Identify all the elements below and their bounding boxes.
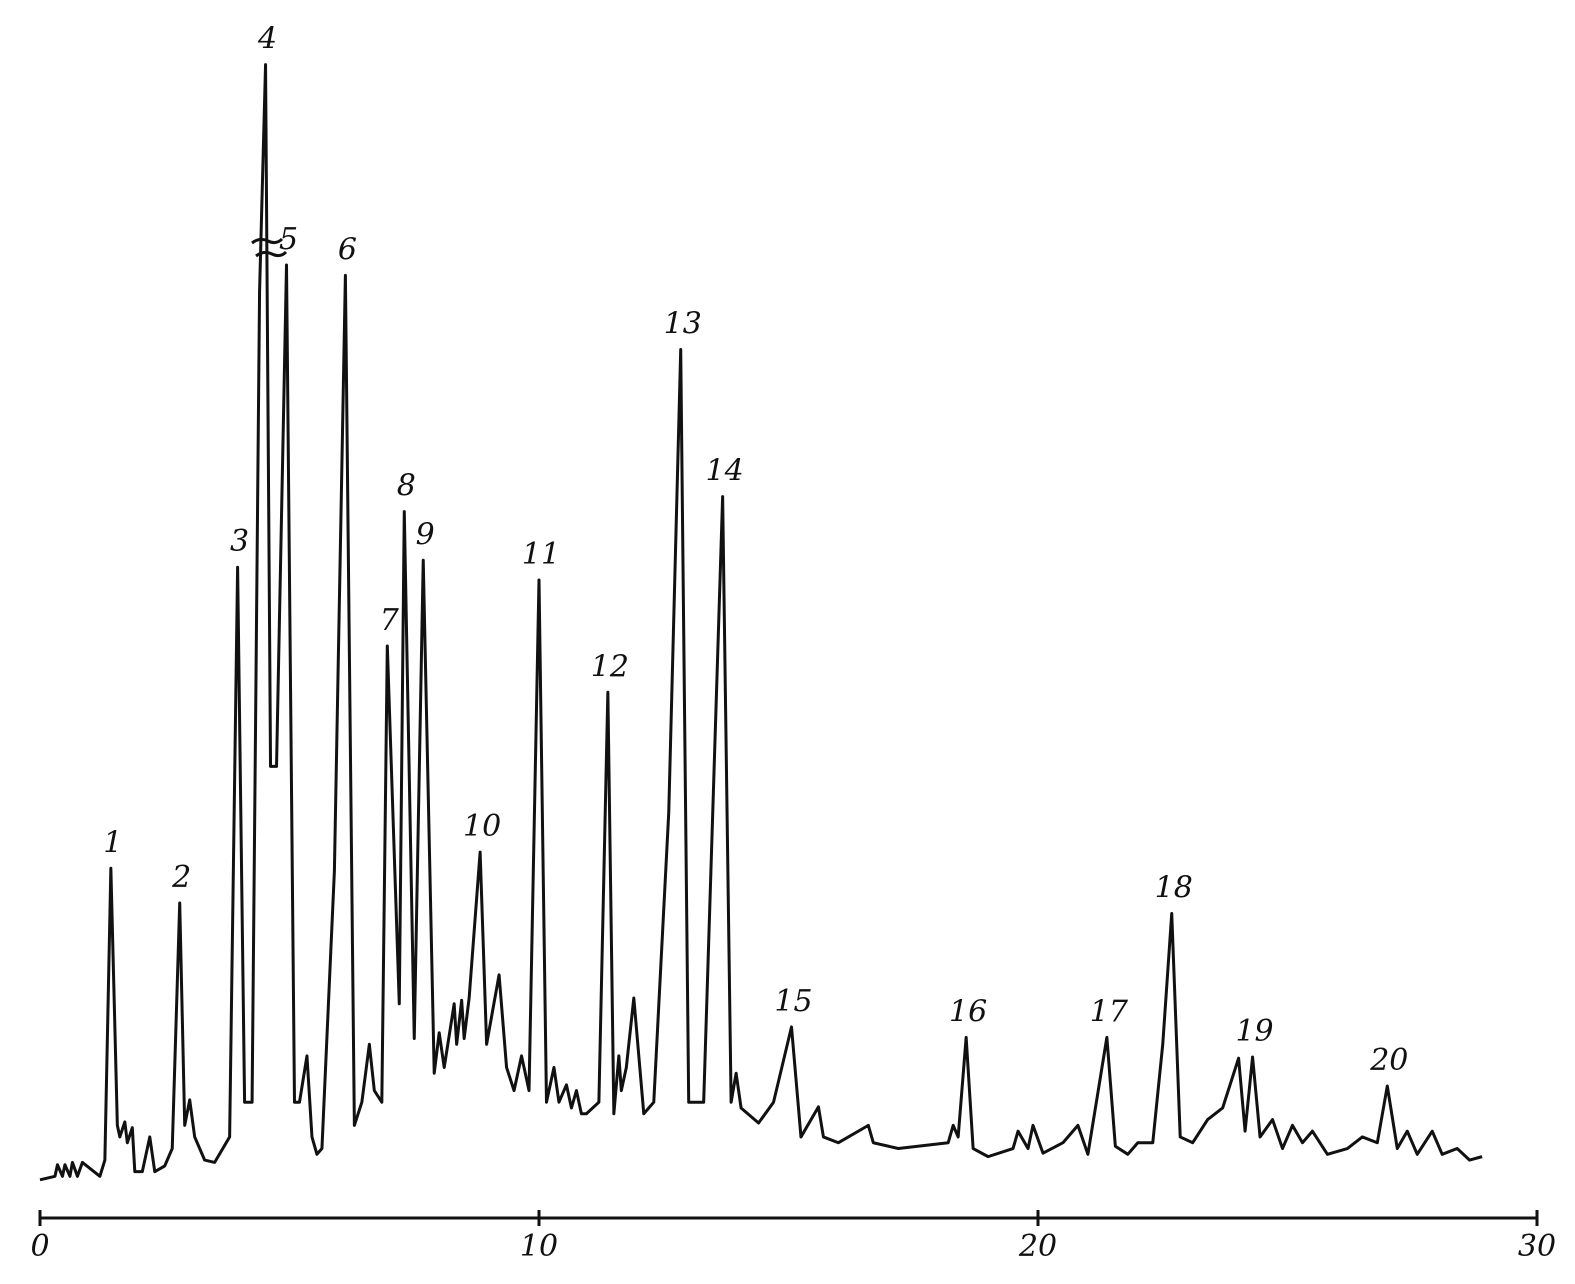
peak-label: 15: [774, 984, 812, 1019]
peak-label: 18: [1155, 870, 1193, 905]
peak-label: 9: [416, 517, 435, 552]
peak-label: 7: [380, 603, 400, 638]
peak-label: 2: [171, 860, 191, 895]
peak-label: 11: [522, 537, 560, 572]
peak-label: 4: [257, 22, 277, 57]
peak-label: 16: [949, 994, 987, 1029]
peak-label: 8: [397, 469, 416, 504]
peak-label: 14: [706, 454, 744, 489]
peak-label: 17: [1090, 994, 1129, 1029]
peak-label: 12: [591, 649, 629, 684]
x-tick-label: 20: [1018, 1229, 1057, 1264]
x-tick-label: 30: [1518, 1229, 1556, 1264]
peak-label: 6: [338, 232, 357, 267]
peak-label: 1: [103, 825, 122, 860]
x-tick-label: 0: [30, 1229, 49, 1264]
trace: [39, 63, 1483, 1182]
x-tick-label: 10: [520, 1229, 558, 1264]
peak-label: 3: [230, 524, 249, 559]
peak-label: 13: [664, 307, 702, 342]
peak-label: 5: [279, 222, 298, 257]
peak-label: 10: [463, 809, 501, 844]
peak-label: 20: [1369, 1043, 1408, 1078]
peak-label: 19: [1235, 1014, 1273, 1049]
